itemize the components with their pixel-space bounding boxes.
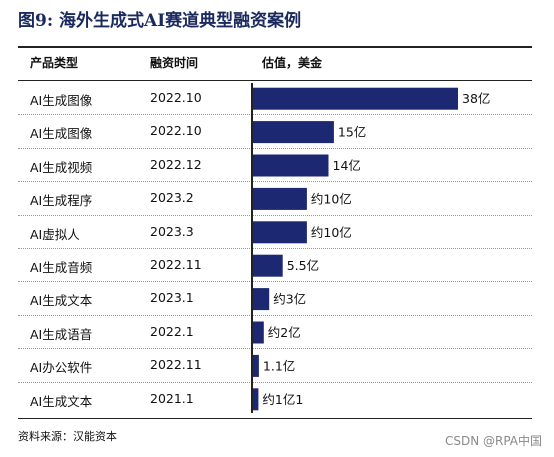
funding-date-cell: 2022.12: [150, 156, 202, 172]
header-product-type: 产品类型: [30, 56, 79, 70]
valuation-bar: [253, 221, 307, 244]
table-row: AI生成图像 2022.10: [18, 115, 532, 149]
table-row: AI生成程序 2023.2: [18, 182, 532, 216]
product-type-cell: AI生成程序: [30, 193, 93, 209]
valuation-bar: [253, 354, 259, 377]
product-type-cell: AI生成语音: [30, 326, 93, 342]
header-rule: [18, 80, 532, 81]
bar-axis-line: [251, 83, 253, 413]
product-type-cell: AI生成文本: [30, 393, 93, 409]
product-type-cell: AI生成图像: [30, 126, 93, 142]
table-row: AI生成语音 2022.1: [18, 316, 532, 350]
table-row: AI办公软件 2022.11: [18, 349, 532, 383]
table-row: AI生成音频 2022.11: [18, 249, 532, 283]
valuation-bar: [253, 121, 334, 144]
funding-date-cell: 2022.10: [150, 90, 202, 105]
table-row: AI生成文本 2021.1: [18, 383, 532, 416]
header-funding-date: 融资时间: [150, 56, 199, 70]
watermark: CSDN @RPA中国: [444, 434, 542, 448]
valuation-label: 约10亿: [311, 225, 352, 240]
valuation-label: 15亿: [338, 125, 366, 140]
funding-date-cell: 2023.2: [150, 190, 194, 206]
product-type-cell: AI生成音频: [30, 259, 93, 275]
table-rows: AI生成图像 2022.10 AI生成图像 2022.10 AI生成视频 2022.12 A…: [18, 82, 532, 416]
table-row: AI虚拟人 2023.3: [18, 216, 532, 249]
product-type-cell: AI生成文本: [30, 293, 93, 309]
valuation-bar: [253, 321, 264, 344]
table-row: AI生成视频 2022.12: [18, 149, 532, 183]
valuation-label: 约3亿: [273, 292, 306, 307]
funding-date-cell: 2022.1: [150, 323, 194, 339]
funding-date-cell: 2021.1: [150, 390, 194, 406]
valuation-label: 38亿: [462, 91, 490, 106]
valuation-bar: [253, 288, 270, 311]
valuation-label: 5.5亿: [287, 258, 319, 273]
product-type-cell: AI虚拟人: [30, 226, 80, 242]
valuation-bar: [253, 187, 307, 210]
table-row: AI生成文本 2023.1: [18, 282, 532, 316]
header-valuation: 估值，美金: [262, 56, 323, 70]
valuation-label: 14亿: [333, 158, 361, 173]
product-type-cell: AI生成视频: [30, 159, 93, 175]
funding-date-cell: 2022.10: [150, 123, 202, 139]
valuation-label: 约10亿: [311, 191, 352, 206]
funding-date-cell: 2023.3: [150, 223, 194, 239]
funding-date-cell: 2023.1: [150, 290, 194, 306]
product-type-cell: AI生成图像: [30, 93, 93, 108]
valuation-label: 约1亿1: [262, 392, 303, 407]
funding-date-cell: 2022.11: [150, 256, 202, 272]
valuation-bar: [253, 254, 283, 277]
bottom-rule: [18, 418, 532, 419]
top-rule: [18, 46, 532, 48]
valuation-label: 约2亿: [268, 325, 301, 340]
valuation-label: 1.1亿: [263, 358, 295, 373]
table-row: AI生成图像 2022.10: [18, 82, 532, 116]
funding-date-cell: 2022.11: [150, 357, 202, 373]
valuation-bar: [253, 388, 259, 411]
product-type-cell: AI办公软件: [30, 360, 93, 376]
valuation-bar: [253, 154, 329, 177]
figure-title: 图9: 海外生成式AI赛道典型融资案例: [18, 11, 302, 31]
source-note: 资料来源：汉能资本: [18, 430, 117, 443]
valuation-bar: [253, 87, 458, 110]
